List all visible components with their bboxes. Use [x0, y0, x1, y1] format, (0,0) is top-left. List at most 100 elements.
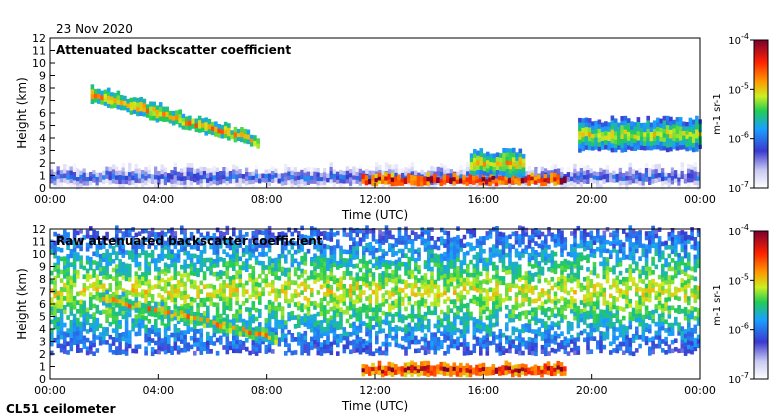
heatmap-cell	[417, 300, 421, 305]
heatmap-cell	[274, 297, 278, 302]
heatmap-cell	[232, 288, 236, 293]
heatmap-cell	[170, 231, 174, 237]
heatmap-cell	[563, 241, 568, 247]
heatmap-cell	[271, 349, 275, 354]
heatmap-cell	[459, 273, 464, 278]
heatmap-cell	[329, 319, 334, 325]
heatmap-cell	[128, 339, 132, 344]
heatmap-cell	[527, 275, 532, 280]
heatmap-cell	[612, 182, 616, 187]
heatmap-cell	[76, 180, 80, 186]
heatmap-cell	[209, 262, 213, 267]
heatmap-cell	[626, 118, 631, 123]
heatmap-cell	[612, 174, 616, 179]
heatmap-cell	[589, 305, 594, 310]
heatmap-cell	[404, 328, 408, 334]
heatmap-cell	[137, 279, 142, 284]
heatmap-cell	[573, 238, 577, 243]
heatmap-cell	[248, 350, 252, 356]
heatmap-cell	[238, 274, 243, 279]
heatmap-cell	[313, 179, 317, 184]
heatmap-cell	[540, 301, 545, 307]
heatmap-cell	[147, 292, 152, 298]
heatmap-cell	[583, 166, 587, 171]
heatmap-cell	[144, 267, 148, 273]
heatmap-cell	[168, 119, 173, 124]
heatmap-cell	[669, 121, 673, 126]
heatmap-cell	[141, 182, 145, 188]
heatmap-cell	[570, 265, 574, 271]
heatmap-cell	[261, 287, 265, 292]
heatmap-cell	[89, 296, 93, 302]
heatmap-cell	[527, 279, 532, 285]
heatmap-cell	[355, 339, 360, 344]
heatmap-cell	[319, 266, 324, 272]
heatmap-cell	[436, 289, 441, 294]
heatmap-cell	[482, 170, 487, 176]
heatmap-cell	[384, 229, 389, 235]
heatmap-cell	[361, 178, 366, 184]
heatmap-cell	[599, 244, 603, 249]
heatmap-cell	[329, 267, 334, 273]
heatmap-cell	[384, 268, 389, 274]
heatmap-cell	[106, 87, 111, 92]
heatmap-cell	[473, 170, 477, 176]
heatmap-cell	[261, 239, 265, 244]
heatmap-cell	[482, 322, 486, 328]
heatmap-cell	[235, 292, 239, 297]
heatmap-cell	[453, 268, 457, 273]
heatmap-cell	[553, 335, 558, 341]
heatmap-cell	[433, 284, 438, 289]
heatmap-cell	[609, 177, 613, 183]
heatmap-cell	[241, 183, 246, 189]
heatmap-cell	[381, 328, 386, 334]
heatmap-cell	[669, 125, 673, 130]
heatmap-cell	[92, 321, 96, 326]
heatmap-cell	[271, 301, 275, 307]
heatmap-cell	[578, 126, 582, 132]
heatmap-cell	[102, 309, 106, 315]
heatmap-cell	[271, 284, 275, 289]
heatmap-cell	[141, 169, 145, 175]
heatmap-cell	[678, 126, 683, 132]
heatmap-cell	[72, 340, 77, 345]
heatmap-cell	[280, 324, 285, 329]
heatmap-cell	[654, 178, 659, 183]
heatmap-cell	[488, 318, 493, 324]
heatmap-cell	[319, 249, 324, 254]
heatmap-cell	[173, 166, 178, 172]
heatmap-cell	[108, 334, 113, 340]
heatmap-cell	[85, 242, 90, 248]
heatmap-cell	[72, 300, 77, 306]
heatmap-cell	[212, 263, 217, 268]
heatmap-cell	[332, 279, 337, 285]
heatmap-cell	[183, 339, 187, 344]
heatmap-cell	[193, 328, 197, 334]
heatmap-cell	[407, 256, 412, 262]
heatmap-cell	[492, 166, 497, 172]
heatmap-cell	[183, 294, 187, 300]
heatmap-cell	[384, 166, 389, 172]
heatmap-cell	[258, 178, 262, 184]
heatmap-cell	[358, 181, 363, 186]
heatmap-cell	[537, 230, 542, 235]
heatmap-cell	[599, 175, 603, 181]
heatmap-cell	[566, 290, 571, 296]
heatmap-cell	[547, 183, 551, 188]
heatmap-cell	[368, 281, 373, 286]
heatmap-cell	[121, 248, 126, 254]
heatmap-cell	[173, 323, 178, 329]
heatmap-cell	[452, 172, 457, 178]
heatmap-cell	[147, 169, 152, 175]
heatmap-cell	[391, 247, 395, 253]
heatmap-cell	[656, 131, 660, 136]
heatmap-cell	[501, 267, 506, 273]
heatmap-cell	[544, 338, 548, 344]
heatmap-cell	[401, 301, 405, 306]
heatmap-features	[50, 84, 702, 191]
heatmap-cell	[167, 335, 171, 340]
heatmap-cell	[176, 167, 181, 172]
heatmap-cell	[147, 279, 152, 284]
heatmap-cell	[586, 174, 590, 180]
heatmap-cell	[495, 308, 499, 314]
